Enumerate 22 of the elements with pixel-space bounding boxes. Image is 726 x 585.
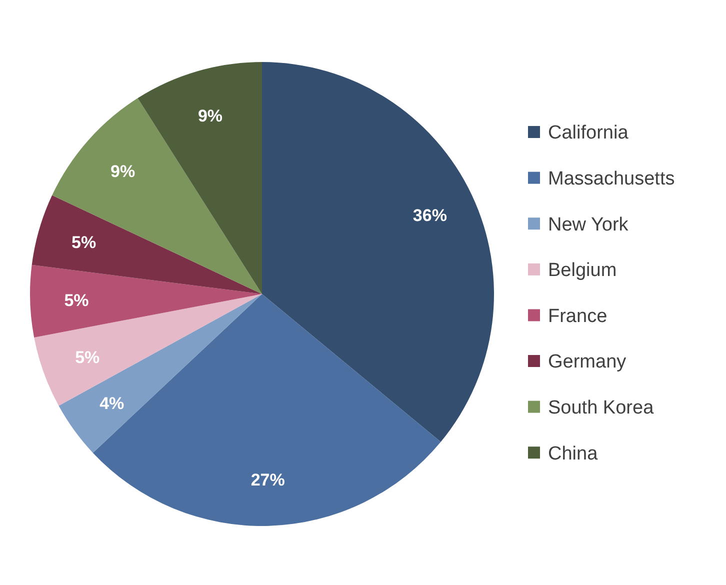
legend-label: China: [548, 443, 598, 464]
pie-slice: [262, 62, 494, 442]
data-label: 5%: [64, 290, 89, 310]
legend-label: California: [548, 122, 629, 144]
legend-label: Germany: [548, 352, 627, 373]
pie-slice: [30, 264, 262, 338]
data-label: 4%: [100, 394, 124, 414]
pie-slice: [138, 62, 262, 294]
pie-slice: [52, 98, 262, 294]
legend-label: France: [548, 306, 608, 327]
pie-slice: [58, 294, 262, 453]
data-label: 36%: [412, 206, 447, 225]
data-label: 5%: [75, 348, 100, 367]
data-label: 27%: [250, 470, 285, 490]
pie-slice: [32, 195, 262, 294]
data-label: 9%: [110, 162, 136, 182]
legend-label: New York: [548, 214, 629, 236]
legend-label: Belgium: [548, 260, 617, 282]
legend-label: Massachusetts: [548, 168, 675, 190]
data-label: 5%: [71, 233, 96, 252]
data-label: 9%: [198, 106, 223, 126]
legend-label: South Korea: [548, 397, 654, 418]
